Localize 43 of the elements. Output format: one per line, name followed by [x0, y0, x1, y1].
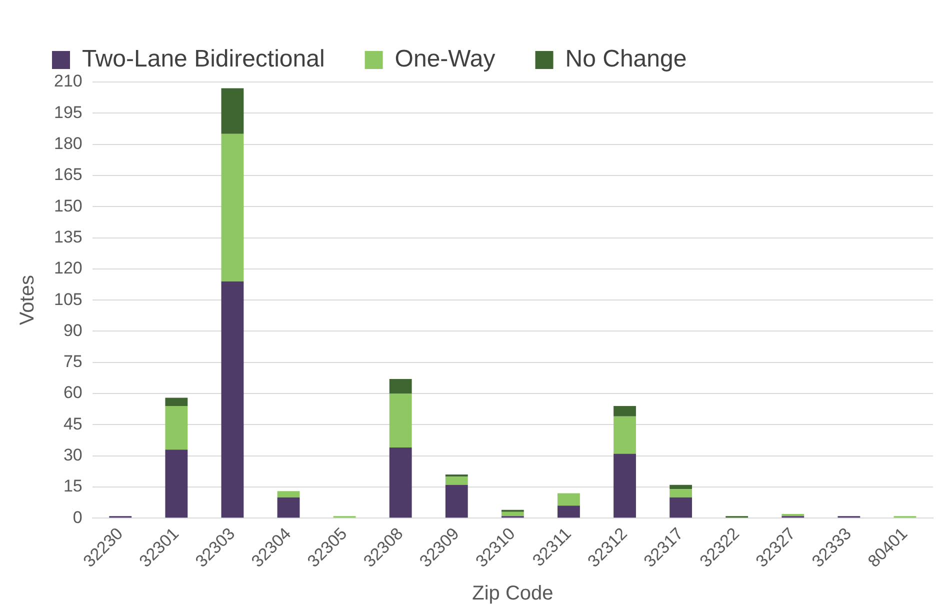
bar	[614, 406, 636, 416]
bar	[670, 489, 692, 498]
bar	[221, 281, 244, 518]
bar	[389, 394, 412, 448]
y-tick-label: 150	[54, 196, 82, 216]
legend-label: Two-Lane Bidirectional	[82, 46, 325, 73]
bar	[445, 476, 468, 485]
y-tick-label: 60	[63, 383, 82, 402]
bar	[165, 406, 188, 450]
y-tick-label: 210	[54, 72, 82, 91]
bar	[614, 454, 636, 518]
bar	[445, 484, 468, 518]
bar	[165, 398, 188, 406]
y-tick-label: 135	[54, 227, 82, 246]
bar	[501, 512, 524, 516]
y-tick-label: 75	[63, 352, 82, 372]
bar	[558, 493, 580, 506]
y-tick-label: 45	[63, 414, 82, 434]
bar	[277, 491, 300, 498]
legend-label: No Change	[565, 46, 687, 73]
bar	[277, 497, 300, 518]
bar	[389, 378, 412, 394]
y-tick-label: 105	[54, 290, 82, 309]
legend-label: One-Way	[394, 46, 496, 73]
bar	[782, 514, 804, 516]
bar	[558, 506, 580, 518]
y-tick-label: 0	[72, 508, 82, 527]
y-tick-label: 90	[63, 320, 82, 340]
y-tick-label: 180	[54, 134, 82, 153]
x-axis-title: Zip Code	[472, 582, 554, 605]
y-tick-label: 165	[54, 165, 82, 184]
bar	[165, 450, 188, 518]
bar	[221, 88, 244, 134]
bar	[614, 416, 636, 454]
bar	[221, 134, 244, 282]
y-tick-label: 120	[54, 258, 82, 278]
y-tick-label: 15	[63, 476, 82, 496]
bar	[670, 484, 692, 490]
y-axis-title: Votes	[16, 275, 39, 326]
bar	[670, 497, 692, 518]
bar	[389, 448, 412, 518]
y-tick-label: 195	[54, 102, 82, 122]
y-tick-label: 30	[63, 446, 82, 465]
